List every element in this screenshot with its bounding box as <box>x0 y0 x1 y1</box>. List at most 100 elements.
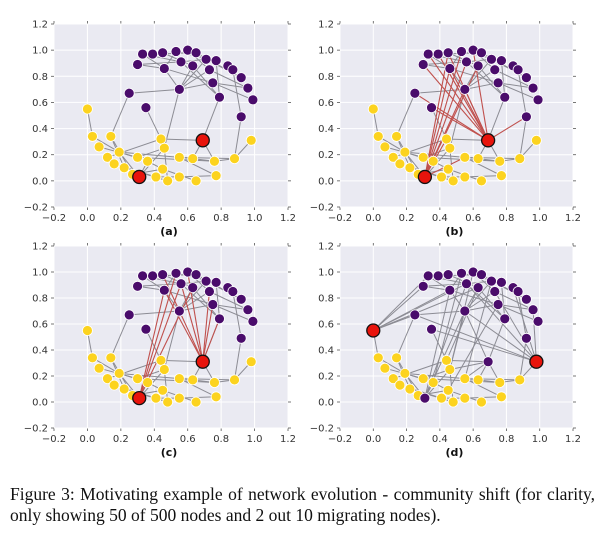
network-edge <box>179 304 213 312</box>
network-edge <box>517 291 527 339</box>
yellow-community-node <box>132 373 143 385</box>
x-tick-label: 0.0 <box>79 434 95 445</box>
x-tick-label: −0.2 <box>42 434 66 445</box>
y-tick-label: 1.0 <box>32 46 48 57</box>
network-edge <box>163 89 180 149</box>
x-tick-label: 0.2 <box>113 213 129 224</box>
yellow-community-node <box>444 142 456 154</box>
purple-community-node <box>132 280 143 292</box>
purple-community-node <box>496 55 507 66</box>
purple-community-node <box>532 315 544 327</box>
yellow-community-node <box>472 374 484 386</box>
network-edge <box>372 285 424 331</box>
network-panel-a: −0.2 0.0 0.2 0.4 0.6 0.8 1.0 1.2 −0.2 0.0 0.2 0.4 0.… <box>24 20 296 239</box>
y-tick-label: 0.8 <box>32 294 48 305</box>
x-tick-label: 0.2 <box>113 434 129 445</box>
network-edge <box>432 273 462 383</box>
migration-edge <box>138 273 177 399</box>
network-edge <box>497 304 539 322</box>
y-tick-label: 0.2 <box>318 150 334 161</box>
yellow-community-node <box>447 175 459 187</box>
purple-community-node <box>456 267 467 279</box>
purple-community-node <box>173 83 185 95</box>
y-tick-label: 0.6 <box>32 98 48 109</box>
network-edge <box>464 82 499 90</box>
purple-community-node <box>187 60 199 72</box>
x-tick-label: 0.4 <box>432 434 448 445</box>
migration-edge <box>427 53 489 141</box>
yellow-community-node <box>187 153 199 165</box>
purple-community-node <box>521 332 532 344</box>
purple-community-node <box>235 72 247 83</box>
yellow-community-node <box>404 162 416 174</box>
migrating-node <box>195 133 210 148</box>
yellow-community-node <box>399 367 411 379</box>
purple-community-node <box>459 305 471 317</box>
purple-community-node <box>442 47 454 59</box>
purple-community-node <box>140 102 152 114</box>
network-edge <box>498 82 534 89</box>
purple-community-node <box>409 87 421 99</box>
x-tick-label: 0.8 <box>213 434 229 445</box>
yellow-community-node <box>472 153 484 165</box>
purple-community-node <box>235 293 247 305</box>
network-panel-c: −0.2 0.0 0.2 0.4 0.6 0.8 1.0 1.2 −0.2 0.0 0.2 0.4 0.… <box>24 242 296 460</box>
network-edge <box>464 310 537 363</box>
y-tick-label: −0.2 <box>24 203 48 214</box>
yellow-community-node <box>459 171 471 183</box>
purple-community-node <box>132 59 143 70</box>
purple-community-node <box>158 63 170 74</box>
network-edge <box>192 65 220 98</box>
network-edge <box>192 287 220 320</box>
yellow-community-node <box>447 396 459 408</box>
yellow-community-node <box>157 384 169 396</box>
network-edge <box>497 82 539 101</box>
network-edge <box>396 93 416 137</box>
purple-community-node <box>521 293 532 305</box>
yellow-community-node <box>394 158 406 170</box>
purple-community-node <box>200 275 212 287</box>
y-tick-label: 0.6 <box>318 320 334 331</box>
network-edge <box>212 82 254 101</box>
network-edge <box>178 58 207 90</box>
x-tick-label: 0.0 <box>365 213 381 224</box>
yellow-community-node <box>441 354 452 366</box>
yellow-community-node <box>93 141 105 153</box>
yellow-community-node <box>105 352 117 364</box>
y-tick-label: 0.2 <box>32 372 48 383</box>
yellow-community-node <box>404 383 416 395</box>
purple-community-node <box>422 270 434 282</box>
yellow-community-node <box>87 131 98 142</box>
migration-edge <box>487 116 527 141</box>
yellow-community-node <box>379 141 391 153</box>
yellow-community-node <box>514 153 526 165</box>
network-edge <box>447 304 499 391</box>
y-tick-label: 1.2 <box>318 20 334 31</box>
network-edge <box>137 61 182 66</box>
network-edge <box>423 61 467 66</box>
network-edge <box>446 359 489 363</box>
x-tick-label: 1.2 <box>565 434 581 445</box>
yellow-community-node <box>436 392 447 404</box>
yellow-community-node <box>417 373 429 385</box>
yellow-community-node <box>142 155 154 167</box>
y-tick-label: 0.6 <box>318 98 334 109</box>
yellow-community-node <box>476 175 487 187</box>
y-tick-label: 0.8 <box>32 72 48 83</box>
purple-community-node <box>214 91 225 103</box>
yellow-community-node <box>108 379 120 391</box>
purple-community-node <box>175 56 187 68</box>
x-tick-label: 1.2 <box>565 213 581 224</box>
x-tick-label: −0.2 <box>42 213 66 224</box>
network-edge <box>500 60 506 98</box>
purple-community-node <box>496 276 507 288</box>
yellow-community-node <box>442 384 454 396</box>
network-edge <box>212 304 254 322</box>
yellow-community-node <box>190 396 202 408</box>
network-edge <box>464 156 502 177</box>
panel-label: (c) <box>161 446 178 459</box>
purple-community-node <box>527 82 539 94</box>
network-edge <box>202 97 220 141</box>
purple-community-node <box>210 55 222 66</box>
yellow-community-node <box>82 325 93 336</box>
